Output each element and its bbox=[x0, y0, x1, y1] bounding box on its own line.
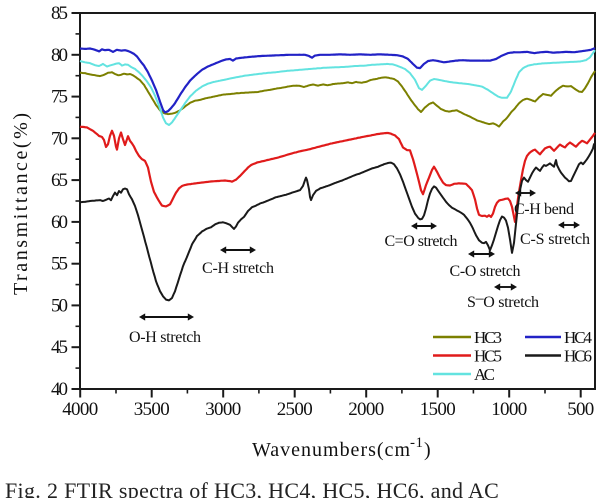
svg-text:70: 70 bbox=[51, 128, 68, 149]
svg-text:60: 60 bbox=[51, 212, 68, 233]
svg-text:C-S stretch: C-S stretch bbox=[520, 231, 590, 248]
svg-text:C-O stretch: C-O stretch bbox=[450, 263, 521, 280]
svg-text:S–O stretch: S–O stretch bbox=[467, 290, 539, 311]
svg-text:O-H stretch: O-H stretch bbox=[129, 329, 201, 346]
svg-text:Wavenumbers(cm: Wavenumbers(cm bbox=[252, 439, 410, 461]
svg-text:-1: -1 bbox=[410, 435, 423, 451]
svg-text:HC3: HC3 bbox=[474, 328, 502, 347]
svg-text:85: 85 bbox=[51, 3, 68, 24]
svg-text:C-H stretch: C-H stretch bbox=[202, 260, 274, 277]
svg-text:HC6: HC6 bbox=[564, 347, 592, 366]
svg-text:4000: 4000 bbox=[62, 399, 98, 420]
svg-text:AC: AC bbox=[474, 365, 495, 384]
svg-text:50: 50 bbox=[51, 295, 68, 316]
svg-text:45: 45 bbox=[51, 337, 68, 358]
svg-text:2000: 2000 bbox=[348, 399, 384, 420]
svg-text:HC5: HC5 bbox=[474, 347, 502, 366]
svg-text:55: 55 bbox=[51, 254, 68, 275]
svg-text:40: 40 bbox=[51, 379, 68, 400]
svg-text:C=O stretch: C=O stretch bbox=[385, 233, 458, 250]
svg-text:C-H bend: C-H bend bbox=[514, 201, 574, 218]
svg-text:2500: 2500 bbox=[277, 399, 313, 420]
svg-text:HC4: HC4 bbox=[564, 328, 593, 347]
svg-text:3500: 3500 bbox=[134, 399, 170, 420]
svg-text:80: 80 bbox=[51, 45, 68, 66]
svg-text:3000: 3000 bbox=[205, 399, 241, 420]
svg-text:1500: 1500 bbox=[420, 399, 456, 420]
svg-text:): ) bbox=[424, 439, 431, 461]
svg-text:500: 500 bbox=[567, 399, 594, 420]
svg-text:65: 65 bbox=[51, 170, 68, 191]
svg-text:1000: 1000 bbox=[491, 399, 527, 420]
svg-text:75: 75 bbox=[51, 87, 68, 108]
